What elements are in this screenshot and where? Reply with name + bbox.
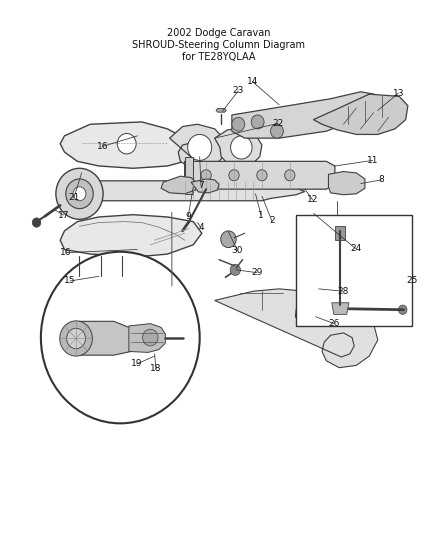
Polygon shape [60,215,202,256]
Polygon shape [73,282,86,287]
Circle shape [230,264,240,276]
Polygon shape [328,172,365,195]
Circle shape [67,328,85,349]
Circle shape [271,124,283,138]
Text: 30: 30 [232,246,243,255]
Text: 29: 29 [251,268,262,277]
Text: 12: 12 [307,195,318,204]
Polygon shape [335,226,346,240]
Circle shape [399,305,407,314]
Text: 24: 24 [350,244,361,253]
Circle shape [56,168,103,219]
Text: 9: 9 [185,213,191,222]
Polygon shape [161,176,198,194]
Text: 14: 14 [247,77,258,86]
Polygon shape [69,181,305,201]
Circle shape [285,169,295,181]
Text: 18: 18 [150,364,162,373]
Bar [296,215,412,326]
Circle shape [187,134,212,160]
Polygon shape [170,124,223,168]
Polygon shape [185,157,193,194]
Polygon shape [295,305,333,326]
Text: 16: 16 [60,248,71,257]
Text: 25: 25 [406,277,418,286]
Text: 7: 7 [198,181,204,190]
Circle shape [73,187,86,201]
Circle shape [230,136,252,159]
Text: 26: 26 [328,319,340,328]
Circle shape [257,169,267,181]
Circle shape [41,252,200,423]
Circle shape [232,117,245,131]
Polygon shape [185,161,335,189]
Circle shape [221,231,236,248]
Polygon shape [116,282,129,287]
Polygon shape [215,128,262,167]
Text: 4: 4 [198,223,204,232]
Polygon shape [216,109,226,112]
Polygon shape [232,92,380,138]
Text: 15: 15 [64,277,76,286]
Text: 22: 22 [272,119,284,128]
Circle shape [66,179,93,208]
Polygon shape [300,282,322,296]
Polygon shape [215,289,378,368]
Circle shape [60,321,92,356]
Polygon shape [129,324,166,352]
Polygon shape [191,179,219,193]
Text: 16: 16 [96,142,108,151]
Text: 21: 21 [68,193,80,202]
Polygon shape [67,321,140,355]
Text: 13: 13 [393,88,404,98]
Text: 19: 19 [131,359,142,368]
Text: 2: 2 [269,216,275,225]
Circle shape [251,115,264,129]
Polygon shape [117,276,127,282]
Circle shape [201,169,211,181]
Text: 11: 11 [367,156,378,165]
Polygon shape [95,282,107,287]
Polygon shape [74,276,85,282]
Circle shape [143,329,158,346]
Text: 8: 8 [378,175,384,184]
Circle shape [229,169,239,181]
Polygon shape [314,94,408,134]
Text: 2002 Dodge Caravan
SHROUD-Steering Column Diagram
for TE28YQLAA: 2002 Dodge Caravan SHROUD-Steering Colum… [133,28,305,62]
Text: 28: 28 [337,287,348,296]
Polygon shape [60,122,193,168]
Text: 23: 23 [233,86,244,95]
Text: 1: 1 [258,211,264,220]
Polygon shape [332,303,349,314]
Circle shape [32,218,41,227]
Text: 17: 17 [58,211,69,220]
Circle shape [117,133,136,154]
Polygon shape [96,276,106,282]
